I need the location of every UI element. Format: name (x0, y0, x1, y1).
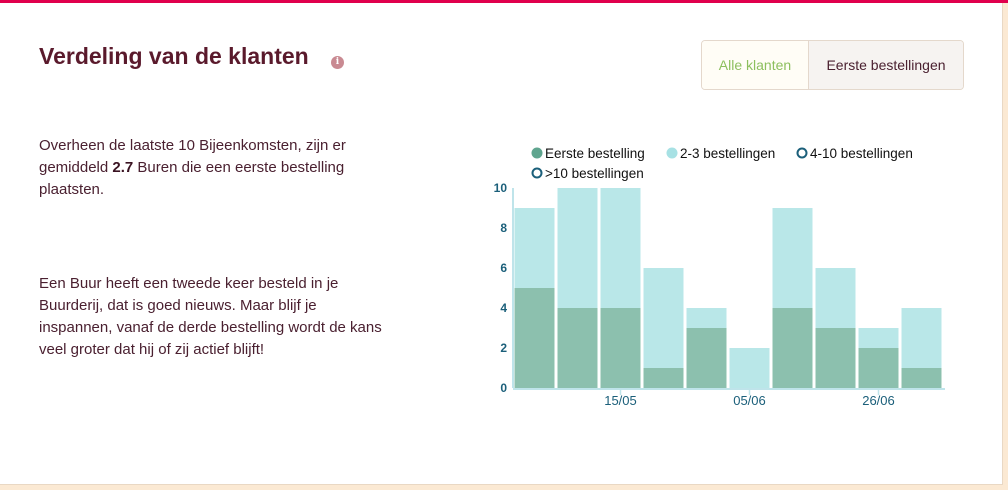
y-tick-label: 8 (500, 221, 507, 235)
text-before-value: Overheen de laatste 10 Bijeenkomsten, zi… (39, 137, 346, 176)
bar-segment-0 (772, 308, 813, 388)
bar-segment-0 (514, 288, 555, 388)
y-axis: 0 2 4 6 8 10 (494, 181, 514, 395)
x-tick-label: 05/06 (733, 393, 766, 408)
legend-label-3: >10 bestellingen (545, 166, 644, 181)
bar-segment-0 (815, 328, 856, 388)
bar-segment-1 (686, 308, 727, 328)
y-tick-label: 0 (500, 381, 507, 395)
legend-marker-1 (666, 147, 678, 159)
bar-segment-1 (557, 188, 598, 308)
bar-segment-0 (901, 368, 942, 388)
page-title: Verdeling van de klanten (39, 43, 309, 69)
x-tick-label: 26/06 (862, 393, 895, 408)
retention-advice-text: Een Buur heeft een tweede keer besteld i… (39, 275, 382, 358)
orders-stacked-bar-chart: Eerste bestelling 2-3 bestellingen 4-10 be… (494, 146, 945, 408)
legend-label-2: 4-10 bestellingen (810, 146, 913, 161)
legend-label-1: 2-3 bestellingen (680, 146, 775, 161)
x-axis: 15/05 05/06 26/06 (513, 388, 945, 408)
bar-segment-1 (729, 348, 770, 388)
text-after-value: Buren die een eerste bestelling plaatste… (39, 159, 345, 198)
y-tick-label: 4 (500, 301, 507, 315)
bar-segment-0 (643, 368, 684, 388)
bar-segment-1 (901, 308, 942, 368)
legend-marker-3 (531, 167, 543, 179)
legend-marker-0 (531, 147, 543, 159)
bar-segment-1 (514, 208, 555, 288)
bar-segment-1 (600, 188, 641, 308)
y-tick-label: 2 (500, 341, 507, 355)
customer-filter-toggle: Alle klanten Eerste bestellingen (701, 40, 964, 90)
average-first-orders-text: Overheen de laatste 10 Bijeenkomsten, zi… (39, 135, 384, 201)
first-orders-button[interactable]: Eerste bestellingen (808, 41, 963, 89)
bar-segment-0 (600, 308, 641, 388)
y-tick-label: 10 (494, 181, 508, 195)
top-accent-bar (0, 0, 1008, 3)
bar-segment-1 (815, 268, 856, 328)
chart-bars (514, 188, 942, 388)
bar-segment-1 (858, 328, 899, 348)
average-value: 2.7 (112, 159, 134, 176)
bar-segment-0 (557, 308, 598, 388)
legend-marker-2 (796, 147, 808, 159)
bar-segment-1 (772, 208, 813, 308)
customer-distribution-card: Verdeling van de klanten i Alle klanten … (0, 3, 1003, 485)
x-tick-label: 15/05 (604, 393, 637, 408)
bar-segment-1 (643, 268, 684, 368)
bar-segment-0 (686, 328, 727, 388)
legend-label-0: Eerste bestelling (545, 146, 645, 161)
all-customers-button[interactable]: Alle klanten (702, 41, 808, 89)
info-icon[interactable]: i (331, 56, 344, 69)
y-tick-label: 6 (500, 261, 507, 275)
chart-legend: Eerste bestelling 2-3 bestellingen 4-10 be… (531, 146, 913, 181)
bar-segment-0 (858, 348, 899, 388)
